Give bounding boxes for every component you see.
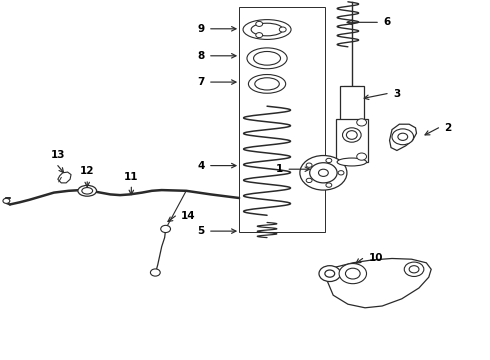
Circle shape — [326, 183, 332, 187]
Circle shape — [398, 133, 408, 140]
Text: 2: 2 — [444, 123, 452, 133]
Ellipse shape — [82, 188, 93, 194]
Ellipse shape — [337, 158, 367, 166]
Ellipse shape — [255, 78, 279, 90]
Bar — [340, 86, 364, 121]
Bar — [336, 119, 368, 162]
Text: 6: 6 — [383, 17, 391, 27]
Circle shape — [404, 262, 424, 276]
Circle shape — [318, 169, 328, 176]
Polygon shape — [390, 124, 416, 150]
Circle shape — [256, 21, 263, 26]
Ellipse shape — [247, 48, 287, 69]
Ellipse shape — [78, 185, 97, 196]
Ellipse shape — [343, 128, 361, 142]
Polygon shape — [323, 258, 431, 308]
Text: 3: 3 — [393, 89, 400, 99]
Text: 4: 4 — [197, 161, 205, 171]
Text: 7: 7 — [197, 77, 205, 87]
Text: 13: 13 — [50, 150, 65, 160]
Circle shape — [161, 225, 171, 233]
Ellipse shape — [251, 23, 283, 36]
Circle shape — [306, 163, 312, 167]
Circle shape — [392, 129, 414, 145]
Circle shape — [150, 269, 160, 276]
Circle shape — [256, 33, 263, 38]
Text: 14: 14 — [181, 211, 196, 221]
Circle shape — [339, 264, 367, 284]
Ellipse shape — [248, 75, 286, 93]
Circle shape — [306, 178, 312, 183]
Text: 12: 12 — [80, 166, 95, 176]
Ellipse shape — [243, 19, 291, 39]
Text: 1: 1 — [276, 164, 283, 174]
Circle shape — [300, 156, 347, 190]
Circle shape — [345, 268, 360, 279]
Circle shape — [279, 27, 286, 32]
Bar — [239, 7, 325, 232]
Polygon shape — [58, 172, 71, 183]
Circle shape — [325, 270, 335, 277]
Text: 5: 5 — [197, 226, 205, 236]
Circle shape — [3, 198, 10, 203]
Text: 11: 11 — [124, 172, 139, 182]
Circle shape — [319, 266, 341, 282]
Text: 10: 10 — [368, 253, 383, 264]
Ellipse shape — [254, 51, 281, 65]
Text: 8: 8 — [197, 51, 205, 61]
Ellipse shape — [346, 131, 357, 139]
Circle shape — [338, 171, 344, 175]
Text: 9: 9 — [197, 24, 205, 34]
Circle shape — [409, 266, 419, 273]
Circle shape — [310, 163, 337, 183]
Circle shape — [357, 153, 367, 160]
Circle shape — [357, 119, 367, 126]
Circle shape — [326, 158, 332, 163]
